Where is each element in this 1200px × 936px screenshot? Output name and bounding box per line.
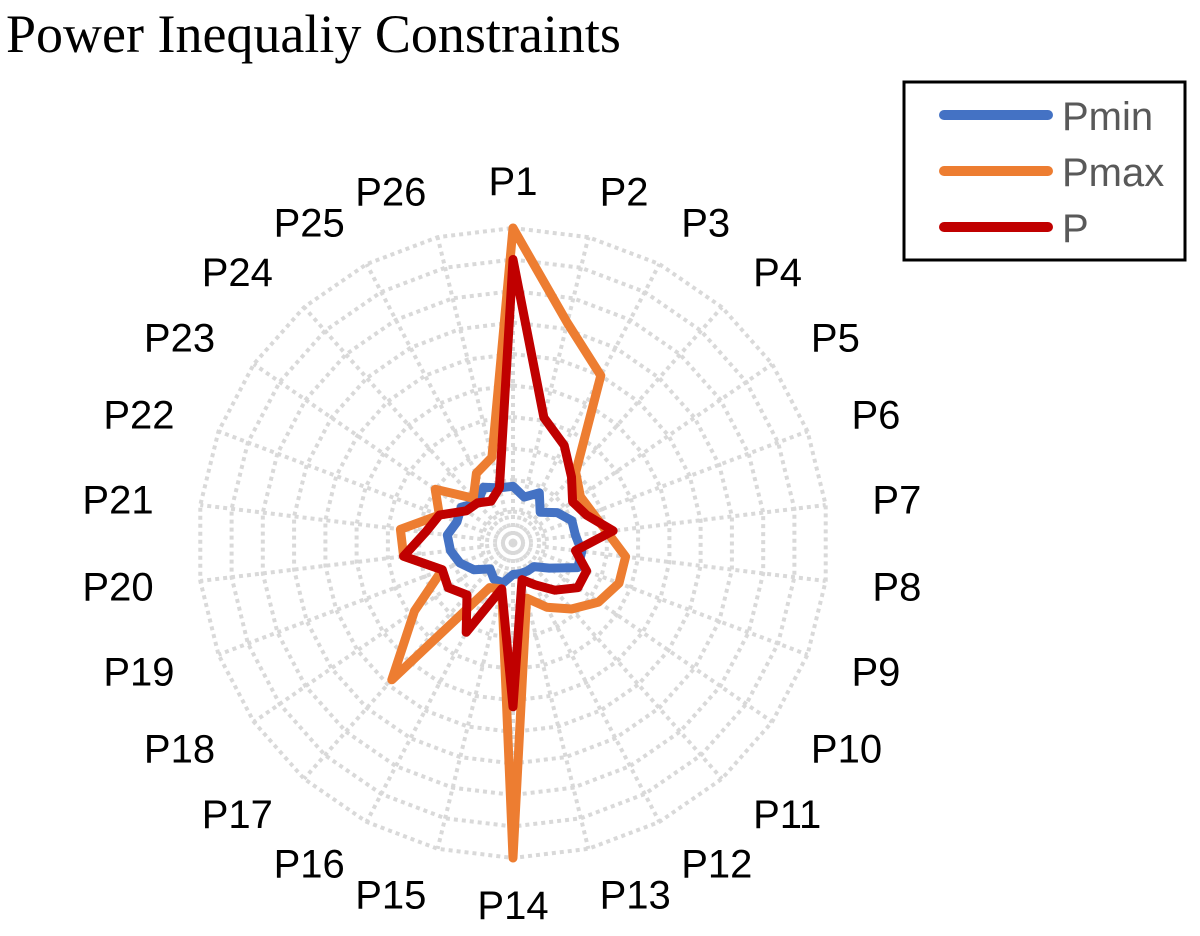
legend: Pmin Pmax P [902, 80, 1187, 262]
axis-label-p24: P24 [202, 251, 273, 295]
axis-label-p1: P1 [489, 160, 538, 204]
series-p-line [399, 255, 618, 712]
axis-labels: P1 P2P3P4P5P6P7P8P9P10P11P12P13P14P15P16P… [82, 160, 921, 928]
axis-label-p8: P8 [872, 566, 921, 610]
legend-label-pmax: Pmax [1062, 151, 1164, 195]
legend-label-p: P [1062, 207, 1089, 251]
axis-label-p18: P18 [144, 728, 215, 772]
axis-label-p23: P23 [144, 316, 215, 360]
axis-label-p11: P11 [753, 793, 821, 837]
axis-label-p9: P9 [852, 650, 901, 694]
axis-label-p25: P25 [274, 202, 345, 246]
chart-title: Power Inequaliy Constraints [6, 4, 621, 64]
axis-label-p7: P7 [872, 478, 921, 522]
axis-label-p14: P14 [477, 884, 548, 928]
axis-label-p13: P13 [600, 874, 671, 918]
axis-label-p19: P19 [103, 650, 174, 694]
axis-label-p3: P3 [681, 202, 730, 246]
axis-label-p21: P21 [82, 478, 153, 522]
axis-label-p12: P12 [681, 843, 752, 887]
series-pmax-line [387, 223, 631, 863]
radar-series [387, 223, 631, 863]
axis-label-p5: P5 [811, 316, 860, 360]
axis-label-p15: P15 [355, 874, 426, 918]
axis-label-p17: P17 [202, 793, 273, 837]
axis-label-p22: P22 [103, 394, 174, 438]
axis-label-p4: P4 [753, 251, 802, 295]
axis-label-p16: P16 [274, 843, 345, 887]
axis-label-p10: P10 [811, 728, 882, 772]
legend-label-pmin: Pmin [1062, 95, 1153, 139]
axis-label-p26: P26 [355, 171, 426, 215]
axis-label-p2: P2 [600, 171, 649, 215]
axis-label-p20: P20 [82, 566, 153, 610]
axis-label-p6: P6 [852, 394, 901, 438]
grid-ring [323, 351, 703, 735]
grid-ring [417, 446, 609, 640]
